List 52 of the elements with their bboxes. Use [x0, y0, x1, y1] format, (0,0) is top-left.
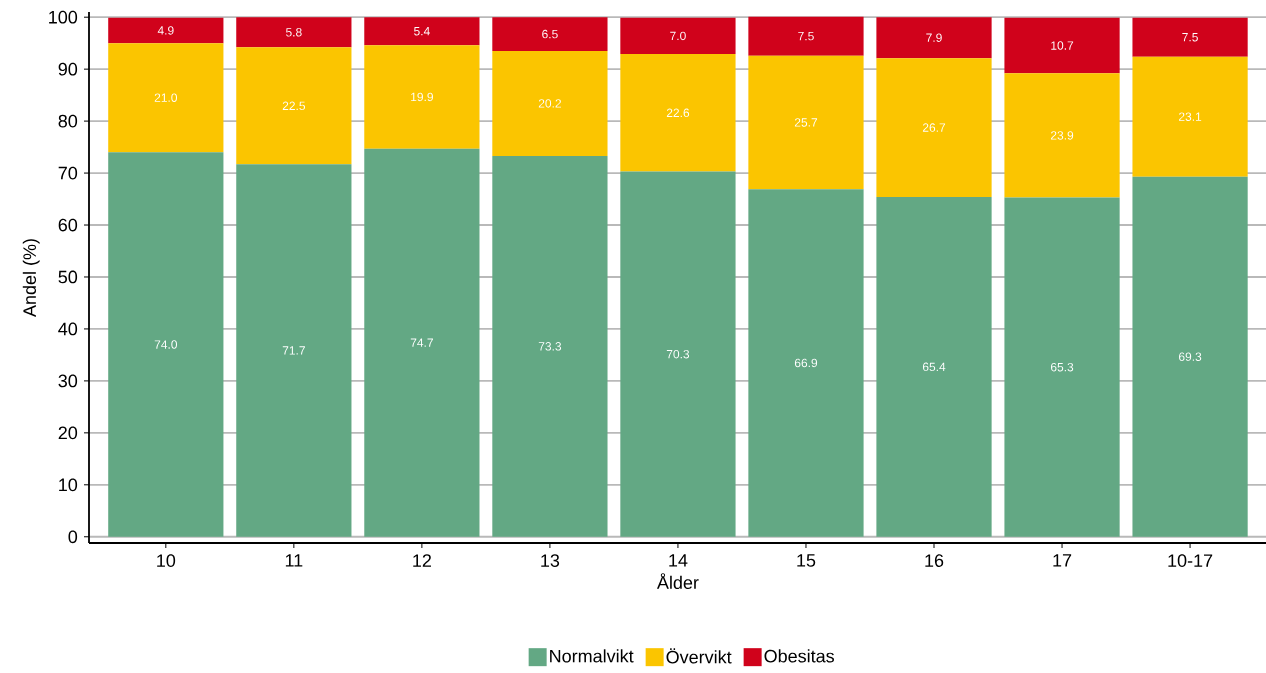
data-label: 74.0: [154, 340, 178, 349]
y-tick-label: 20: [58, 426, 78, 440]
data-label: 23.9: [1050, 131, 1074, 140]
y-tick-label: 50: [58, 270, 78, 284]
y-tick-label: 10: [59, 478, 78, 492]
y-tick-label: 30: [58, 374, 78, 388]
data-label: 10.7: [1051, 41, 1074, 50]
data-label: 7.5: [1182, 33, 1198, 42]
x-tick-label: 10: [157, 554, 176, 567]
y-axis-title: Andel (%): [22, 239, 40, 317]
legend-label: Obesitas: [764, 649, 834, 663]
data-label: 4.9: [157, 26, 174, 35]
y-tick-label: 80: [58, 114, 78, 128]
data-label: 74.7: [410, 338, 433, 347]
data-label: 21.0: [154, 93, 178, 102]
x-tick-label: 12: [413, 554, 431, 567]
data-label: 6.5: [542, 29, 558, 39]
data-label: 22.6: [666, 108, 690, 118]
y-tick-label: 40: [58, 322, 78, 336]
data-label: 22.5: [282, 101, 306, 111]
data-label: 65.4: [922, 362, 946, 372]
data-label: 20.2: [538, 99, 561, 108]
y-tick-label: 70: [58, 166, 78, 180]
data-label: 25.7: [794, 118, 818, 127]
x-tick-label: 15: [797, 554, 816, 567]
data-label: 73.3: [538, 342, 562, 351]
x-axis-title: Ålder: [656, 573, 699, 590]
data-label: 5.4: [414, 27, 430, 36]
data-label: 71.7: [282, 346, 305, 355]
legend-label: Normalvikt: [550, 649, 634, 663]
x-tick-label: 13: [541, 554, 560, 567]
x-tick-label: 10-17: [1168, 554, 1213, 567]
data-label: 66.9: [794, 358, 818, 368]
x-tick-label: 17: [1053, 554, 1072, 567]
data-label: 7.9: [926, 33, 942, 42]
legend-label: Övervikt: [666, 648, 732, 664]
data-label: 19.9: [411, 92, 433, 102]
x-tick-label: 16: [925, 554, 944, 567]
y-tick-label: 60: [58, 218, 78, 232]
y-tick-label: 0: [68, 530, 78, 544]
y-tick-label: 100: [49, 10, 78, 24]
data-label: 26.7: [922, 123, 946, 132]
data-label: 5.8: [285, 28, 302, 37]
data-label: 7.0: [670, 31, 686, 41]
data-label: 70.3: [666, 349, 690, 359]
data-label: 23.1: [1179, 112, 1202, 121]
data-label: 65.3: [1050, 362, 1074, 372]
x-tick-label: 11: [285, 554, 303, 567]
data-label: 7.5: [798, 31, 814, 41]
y-tick-label: 90: [58, 62, 78, 76]
data-label: 69.3: [1179, 352, 1202, 361]
x-tick-label: 14: [669, 554, 688, 567]
